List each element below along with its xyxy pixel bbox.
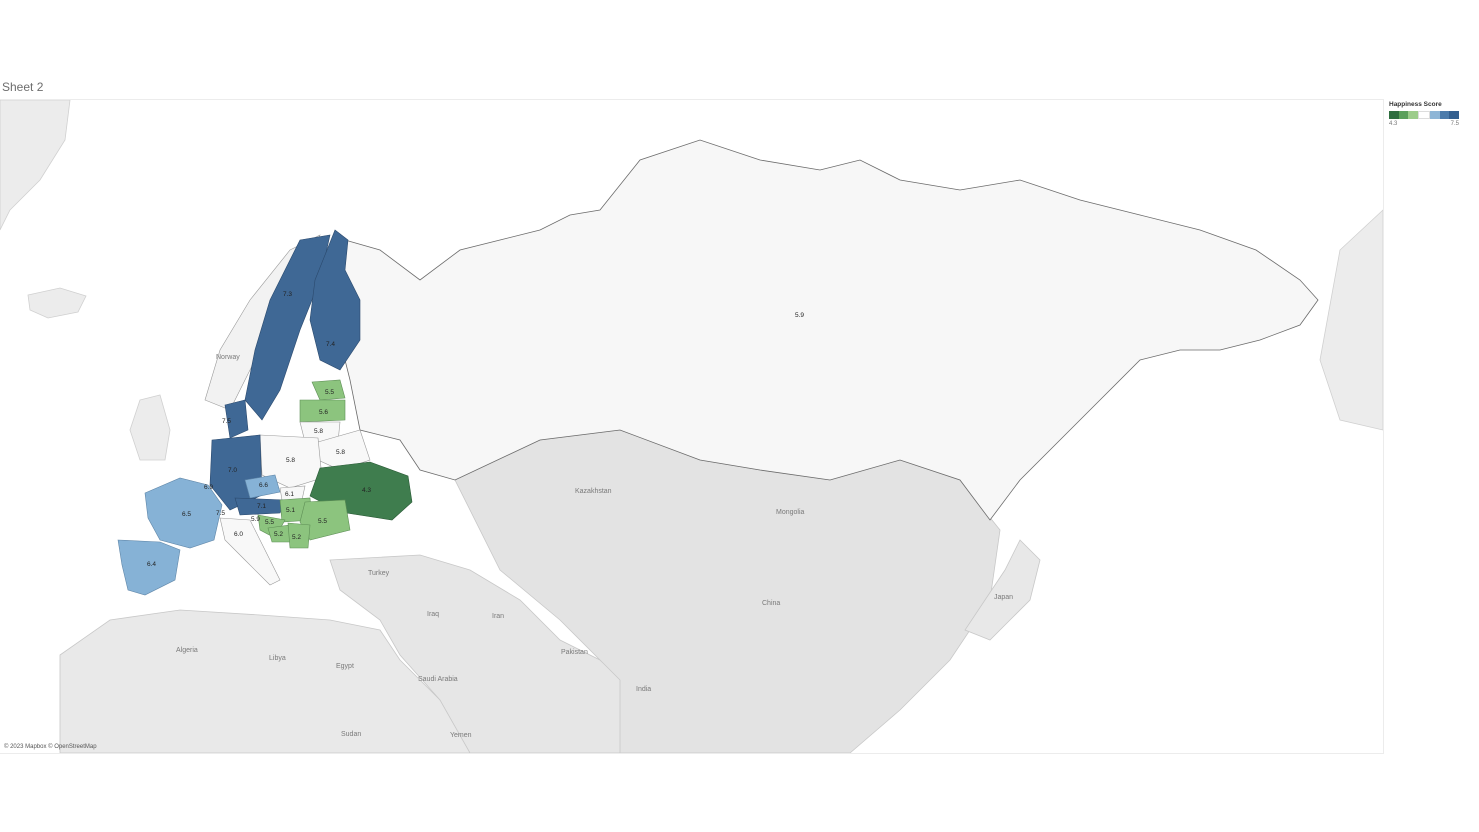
place-label-mongolia: Mongolia	[776, 509, 805, 516]
denmark-region[interactable]	[224, 399, 249, 439]
legend-color-ramp	[1389, 111, 1460, 119]
legend-swatch	[1389, 111, 1399, 119]
japan-land	[964, 539, 1041, 641]
score-label-sweden: 7.3	[283, 291, 292, 298]
serbia-region[interactable]	[287, 522, 311, 549]
score-label-estonia: 5.5	[325, 389, 334, 396]
place-label-norway: Norway	[216, 354, 240, 361]
score-label-slovenia: 5.9	[251, 516, 260, 523]
italy-region[interactable]	[219, 517, 281, 586]
score-label-poland: 5.8	[286, 457, 295, 464]
legend-swatch	[1449, 111, 1460, 119]
legend-swatch	[1439, 111, 1450, 119]
place-label-iraq: Iraq	[427, 611, 439, 618]
score-label-switzerland: 7.5	[216, 510, 225, 517]
score-label-russia: 5.9	[795, 312, 804, 319]
score-label-belarus: 5.8	[336, 449, 345, 456]
uk-land	[129, 394, 171, 461]
poland-region[interactable]	[259, 434, 323, 489]
place-label-egypt: Egypt	[336, 663, 354, 670]
score-label-spain: 6.4	[147, 561, 156, 568]
spain-region[interactable]	[117, 539, 181, 596]
score-label-germany: 7.0	[228, 467, 237, 474]
latvia-region[interactable]	[299, 399, 346, 423]
score-label-austria: 7.1	[257, 503, 266, 510]
legend-swatch	[1408, 111, 1419, 119]
place-label-pakistan: Pakistan	[561, 649, 588, 656]
legend-min-label: 4.3	[1389, 121, 1398, 127]
iceland-land	[27, 287, 87, 319]
score-label-italy: 6.0	[234, 531, 243, 538]
russia-region[interactable]	[339, 139, 1319, 521]
romania-region[interactable]	[299, 499, 351, 541]
place-label-china: China	[762, 600, 780, 607]
score-label-czechia: 6.6	[259, 482, 268, 489]
greenland-land	[0, 100, 71, 231]
score-label-latvia: 5.6	[319, 409, 328, 416]
place-label-japan: Japan	[994, 594, 1013, 601]
score-label-romania: 5.5	[318, 518, 327, 525]
score-label-denmark: 7.5	[222, 418, 231, 425]
legend-swatch	[1429, 111, 1440, 119]
legend-title: Happiness Score	[1389, 101, 1442, 108]
score-label-croatia: 5.5	[265, 519, 274, 526]
place-label-kazakhstan: Kazakhstan	[575, 488, 612, 495]
legend: Happiness Score 4.3 7.5	[1389, 101, 1469, 127]
place-label-turkey: Turkey	[368, 570, 390, 577]
score-label-france: 6.5	[182, 511, 191, 518]
place-label-india: India	[636, 686, 651, 693]
map-attribution: © 2023 Mapbox © OpenStreetMap	[4, 744, 97, 750]
france-region[interactable]	[144, 477, 223, 549]
map-canvas[interactable]: 5.9 7.3 7.4 5.5 5.6 5.8 5.8 5.8 4.3 7.5 …	[0, 99, 1384, 754]
place-label-sudan: Sudan	[341, 731, 361, 738]
finland-region[interactable]	[309, 229, 361, 371]
estonia-region[interactable]	[311, 379, 346, 401]
legend-swatch	[1398, 111, 1409, 119]
score-label-hungary: 5.1	[286, 507, 295, 514]
place-label-saudi-arabia: Saudi Arabia	[418, 676, 458, 683]
score-label-finland: 7.4	[326, 341, 335, 348]
map-svg[interactable]: 5.9 7.3 7.4 5.5 5.6 5.8 5.8 5.8 4.3 7.5 …	[0, 100, 1383, 753]
alaska-land	[1319, 209, 1383, 431]
legend-range: 4.3 7.5	[1389, 121, 1459, 127]
score-label-lithuania: 5.8	[314, 428, 323, 435]
austria-region[interactable]	[234, 497, 286, 516]
place-label-algeria: Algeria	[176, 647, 198, 654]
score-label-bosnia: 5.2	[274, 531, 283, 538]
score-label-belgium: 6.9	[204, 484, 213, 491]
place-label-libya: Libya	[269, 655, 286, 662]
place-label-iran: Iran	[492, 613, 504, 620]
legend-swatch	[1418, 111, 1430, 119]
score-label-serbia: 5.2	[292, 534, 301, 541]
czechia-region[interactable]	[244, 474, 281, 499]
africa-land	[59, 609, 471, 753]
score-label-ukraine: 4.3	[362, 487, 371, 494]
legend-max-label: 7.5	[1450, 121, 1459, 127]
score-label-slovakia: 6.1	[285, 491, 294, 498]
place-label-yemen: Yemen	[450, 732, 472, 739]
sheet-title: Sheet 2	[2, 80, 44, 94]
